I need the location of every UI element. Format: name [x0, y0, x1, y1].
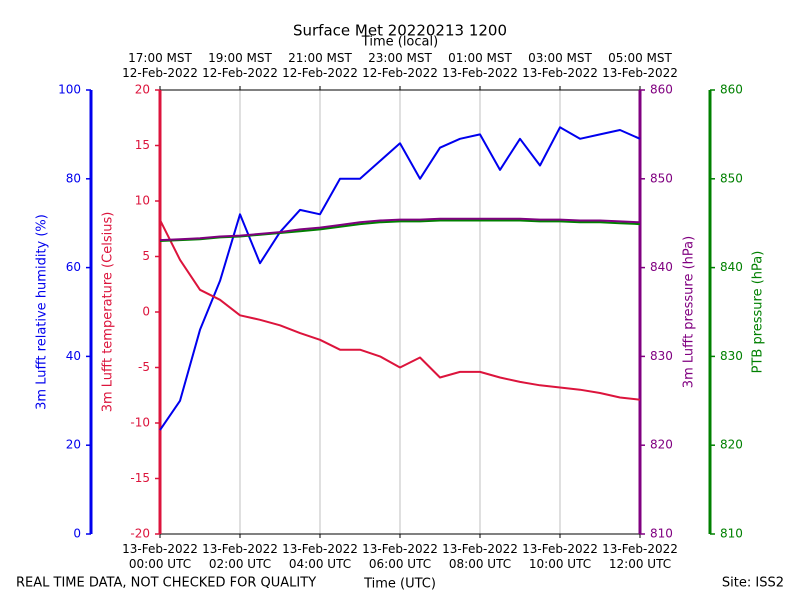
- y4-tick-label: 850: [720, 171, 743, 185]
- y2-tick-label: 10: [135, 194, 150, 208]
- series-line: [159, 217, 641, 242]
- x-tick-label: 13-Feb-2022 02:00 UTC: [202, 542, 278, 571]
- x2-tick-label: 19:00 MST 12-Feb-2022: [202, 51, 278, 80]
- y-tick-label: 60: [66, 260, 81, 274]
- y2-tick-label: -10: [130, 416, 150, 430]
- y4-tick-label: 830: [720, 349, 743, 363]
- y-tick-label: 0: [73, 527, 81, 541]
- x-tick-label: 13-Feb-2022 00:00 UTC: [122, 542, 198, 571]
- y2-tick-label: 20: [135, 83, 150, 97]
- x-axis-label: Time (UTC): [363, 577, 436, 592]
- series-line: [159, 219, 641, 401]
- y2-tick-label: -5: [138, 360, 150, 374]
- y-axis-label: 3m Lufft relative humidity (%): [35, 214, 50, 410]
- y3-tick-label: 810: [650, 527, 673, 541]
- y3-tick-label: 820: [650, 438, 673, 452]
- y-tick-label: 100: [58, 83, 81, 97]
- x-tick-label: 13-Feb-2022 06:00 UTC: [362, 542, 438, 571]
- x-tick-label: 13-Feb-2022 04:00 UTC: [282, 542, 358, 571]
- x2-tick-label: 01:00 MST 13-Feb-2022: [442, 51, 518, 80]
- y4-tick-label: 810: [720, 527, 743, 541]
- y2-tick-label: 5: [142, 249, 150, 263]
- y-tick-label: 20: [66, 438, 81, 452]
- series-line: [159, 126, 641, 431]
- y2-tick-label: -20: [130, 527, 150, 541]
- y3-tick-label: 840: [650, 260, 673, 274]
- y4-tick-label: 860: [720, 83, 743, 97]
- site-label: Site: ISS2: [722, 576, 784, 591]
- y2-axis-label: 3m Lufft temperature (Celsius): [101, 212, 116, 413]
- y4-tick-label: 820: [720, 438, 743, 452]
- x-tick-label: 13-Feb-2022 10:00 UTC: [522, 542, 598, 571]
- y-tick-label: 80: [66, 171, 81, 185]
- y4-axis-label: PTB pressure (hPa): [751, 251, 766, 374]
- y3-tick-label: 830: [650, 349, 673, 363]
- chart-title: Surface Met 20220213 1200: [293, 22, 507, 40]
- y4-tick-label: 840: [720, 260, 743, 274]
- y2-tick-label: 0: [142, 305, 150, 319]
- x-tick-label: 13-Feb-2022 12:00 UTC: [602, 542, 678, 571]
- y-tick-label: 40: [66, 349, 81, 363]
- y2-tick-label: -15: [130, 471, 150, 485]
- footer-note: REAL TIME DATA, NOT CHECKED FOR QUALITY: [16, 576, 316, 591]
- x2-tick-label: 17:00 MST 12-Feb-2022: [122, 51, 198, 80]
- y3-tick-label: 860: [650, 83, 673, 97]
- y3-axis-label: 3m Lufft pressure (hPa): [682, 236, 697, 388]
- x2-tick-label: 23:00 MST 12-Feb-2022: [362, 51, 438, 80]
- x-tick-label: 13-Feb-2022 08:00 UTC: [442, 542, 518, 571]
- x2-tick-label: 03:00 MST 13-Feb-2022: [522, 51, 598, 80]
- x2-axis-label: Time (local): [361, 35, 438, 50]
- x2-tick-label: 21:00 MST 12-Feb-2022: [282, 51, 358, 80]
- x2-tick-label: 05:00 MST 13-Feb-2022: [602, 51, 678, 80]
- y2-tick-label: 15: [135, 138, 150, 152]
- y3-tick-label: 850: [650, 171, 673, 185]
